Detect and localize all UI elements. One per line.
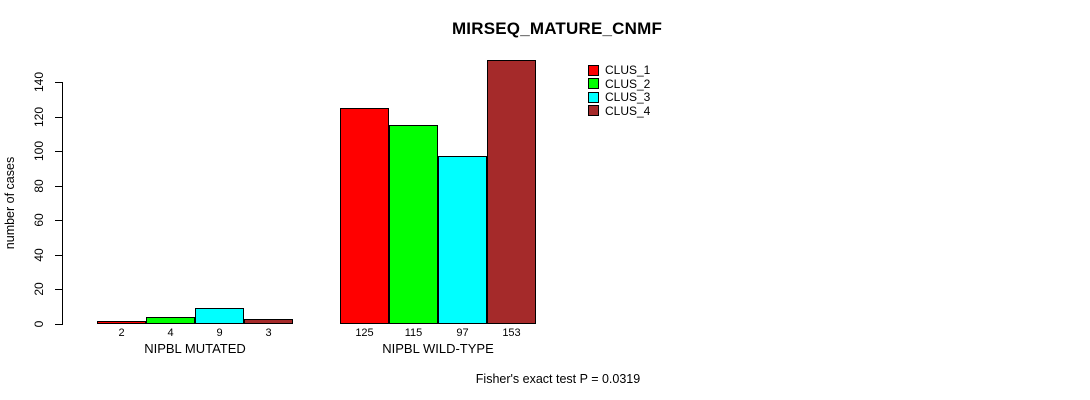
y-tick-label: 0 — [32, 320, 46, 328]
annotation-text: Fisher's exact test P = 0.0319 — [475, 372, 641, 386]
bar — [97, 321, 146, 324]
y-tick-label: 120 — [32, 106, 46, 128]
legend-label: CLUS_3 — [605, 90, 651, 104]
bar — [195, 308, 244, 324]
y-tick-label: 20 — [32, 282, 46, 296]
y-tick-label: 140 — [32, 71, 46, 93]
y-tick-label: 40 — [32, 248, 46, 262]
bar-value-label: 2 — [118, 327, 125, 339]
y-tick — [55, 289, 62, 290]
x-category-label: NIPBL WILD-TYPE — [382, 341, 494, 356]
y-tick — [55, 220, 62, 221]
y-tick — [55, 82, 62, 83]
x-category-label: NIPBL MUTATED — [144, 341, 246, 356]
bar — [438, 156, 487, 324]
bar-value-label: 9 — [216, 327, 223, 339]
bar — [146, 317, 195, 324]
bar-value-label: 153 — [502, 327, 521, 339]
legend-swatch — [588, 91, 599, 103]
legend-label: CLUS_1 — [605, 63, 651, 77]
bar-value-label: 3 — [265, 327, 272, 339]
bar — [389, 125, 438, 324]
legend-entry: CLUS_3 — [588, 91, 650, 103]
legend-swatch — [588, 78, 599, 89]
legend-entry: CLUS_1 — [588, 64, 650, 76]
y-tick-label: 60 — [32, 213, 46, 227]
bar-value-label: 125 — [355, 327, 374, 339]
bar-value-label: 115 — [404, 327, 423, 339]
y-tick — [55, 151, 62, 152]
bar — [487, 60, 536, 324]
y-tick-label: 80 — [32, 179, 46, 193]
bar — [244, 319, 293, 324]
legend-label: CLUS_4 — [605, 103, 651, 118]
y-tick — [55, 117, 62, 118]
legend: CLUS_1 CLUS_2 CLUS_3 CLUS_4 — [588, 64, 650, 117]
y-axis-label: number of cases — [3, 156, 17, 250]
legend-entry: CLUS_4 — [588, 105, 650, 117]
legend-label: CLUS_2 — [605, 76, 651, 91]
y-tick-label: 100 — [32, 140, 46, 162]
legend-swatch — [588, 105, 599, 116]
chart-title: MIRSEQ_MATURE_CNMF — [451, 19, 663, 38]
legend-entry: CLUS_2 — [588, 78, 650, 90]
legend-swatch — [588, 64, 599, 76]
y-tick — [55, 255, 62, 256]
y-axis-line — [62, 82, 63, 325]
bar — [340, 108, 389, 324]
y-tick — [55, 324, 62, 325]
y-tick — [55, 186, 62, 187]
bar-value-label: 4 — [167, 327, 174, 339]
bar-value-label: 97 — [456, 327, 469, 339]
